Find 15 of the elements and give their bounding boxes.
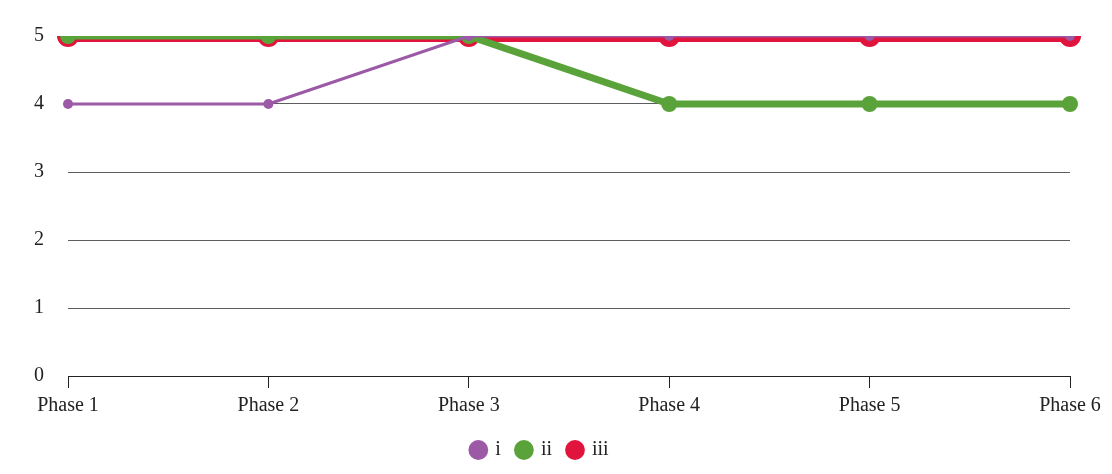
- y-tick-label: 0: [34, 363, 44, 386]
- x-tick-label: Phase 6: [1039, 393, 1101, 416]
- y-tick-label: 3: [34, 159, 44, 182]
- legend-label: i: [495, 437, 502, 460]
- x-tick-label: Phase 3: [437, 393, 500, 416]
- x-tick-label: Phase 1: [37, 393, 99, 416]
- x-tick-label: Phase 5: [838, 393, 901, 416]
- x-tick-label: Phase 4: [638, 393, 701, 416]
- legend-label: ii: [540, 437, 553, 460]
- legend-label: iii: [592, 437, 610, 460]
- x-tick-label: Phase 2: [237, 393, 300, 416]
- y-tick-label: 5: [34, 23, 44, 46]
- y-tick-label: 1: [34, 295, 44, 318]
- y-tick-label: 2: [34, 227, 44, 250]
- y-tick-label: 4: [34, 91, 44, 114]
